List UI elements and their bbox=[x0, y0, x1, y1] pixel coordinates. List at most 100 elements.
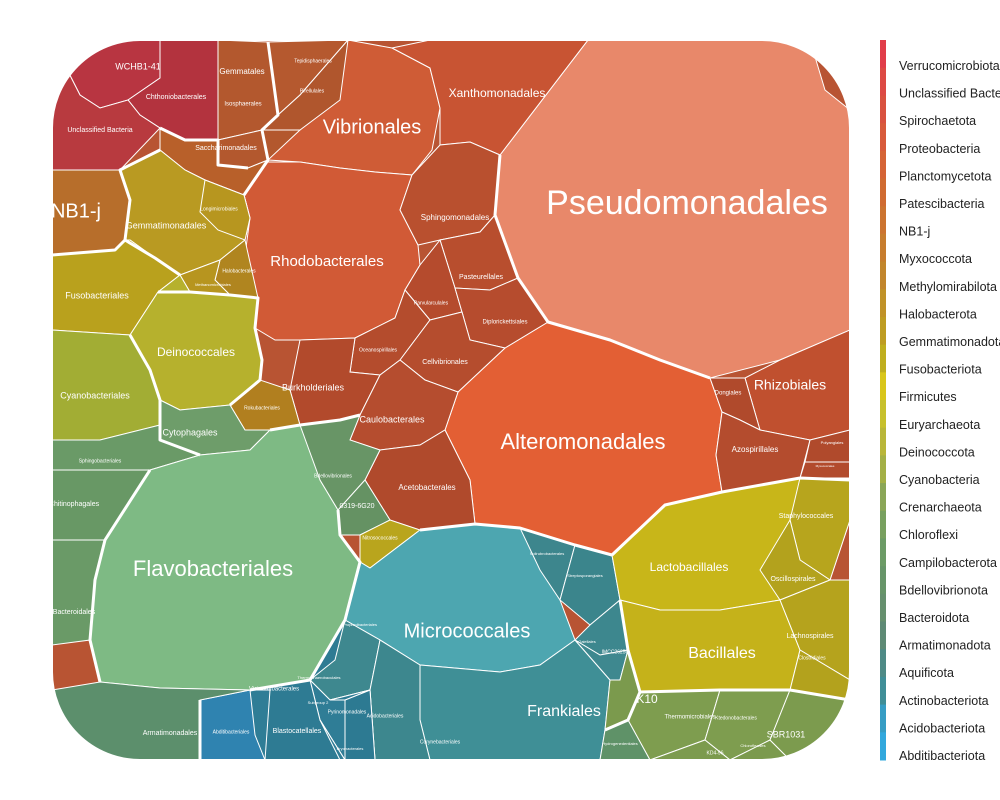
legend-swatch-methylomirabilota bbox=[880, 261, 886, 290]
legend-swatch-bdellovibrionota bbox=[880, 566, 886, 595]
cell-label-longimicrobiales: Longimicrobiales bbox=[200, 206, 238, 212]
cell-label-kd4-96: KD4-96 bbox=[707, 750, 724, 756]
cell-label-cytophagales: Cytophagales bbox=[162, 427, 218, 437]
cell-label-gemmatimonadales: Gemmatimonadales bbox=[126, 220, 207, 230]
legend-swatch-abditibacteriota bbox=[880, 732, 886, 761]
cell-label-isosphaerales: Isosphaerales bbox=[224, 102, 261, 108]
cell-label-flavobacteriales: Flavobacteriales bbox=[133, 556, 293, 581]
group-border-13 bbox=[493, 154, 711, 380]
group-border-3 bbox=[52, 238, 181, 277]
cell-azospirillales bbox=[715, 411, 811, 493]
cell-label-cyanobacteriales: Cyanobacteriales bbox=[60, 390, 130, 400]
cell-bryobacterales bbox=[319, 719, 346, 760]
cell-label-gaiellales: Gaiellales bbox=[578, 639, 596, 644]
treemap-cells bbox=[52, 40, 850, 760]
legend-swatch-firmicutes bbox=[880, 372, 886, 401]
cell-rhodobacterales bbox=[243, 161, 421, 341]
legend-label-unclassified-bacteria: Unclassified Bacteria bbox=[899, 87, 1000, 101]
cell-label-pseudomonadales: Pseudomonadales bbox=[546, 184, 828, 222]
legend-swatch-armatimonadota bbox=[880, 621, 886, 650]
legend-swatch-proteobacteria bbox=[880, 123, 886, 152]
legend-swatch-cyanobacteria bbox=[880, 455, 886, 484]
cell-label-bacteroidales: Bacteroidales bbox=[53, 609, 96, 616]
cell-label-saccharimonadales: Saccharimonadales bbox=[195, 145, 257, 152]
cell-label-propionibacteriales: Propionibacteriales bbox=[343, 622, 377, 627]
legend-label-deinococcota: Deinococcota bbox=[899, 445, 975, 459]
cell-label-bryobacterales: Bryobacterales bbox=[337, 746, 364, 751]
legend-swatch-bacteroidota bbox=[880, 593, 886, 623]
legend-swatch-acidobacteriota bbox=[880, 704, 886, 733]
cell-label-dongiales: Dongiales bbox=[715, 391, 742, 397]
cell-label-fusobacteriales: Fusobacteriales bbox=[65, 290, 129, 300]
legend-swatch-verrucomicrobiota bbox=[880, 40, 886, 69]
group-border-11 bbox=[639, 688, 850, 702]
cell-label-sphingobacteriales: Sphingobacteriales bbox=[79, 458, 122, 464]
cell-label-deinococcales: Deinococcales bbox=[157, 345, 235, 359]
legend-swatch-planctomycetota bbox=[880, 150, 886, 179]
legend-swatch-unclassified-bacteria bbox=[880, 67, 886, 96]
cell-label-azospirillales: Azospirillales bbox=[732, 445, 779, 454]
cell-label-xanthomonadales: Xanthomonadales bbox=[449, 86, 546, 100]
group-border-7 bbox=[249, 509, 362, 692]
cell-label-imcc26256: IMCC26256 bbox=[602, 649, 629, 655]
cell-label-alteromonadales: Alteromonadales bbox=[500, 429, 665, 454]
cell-label-armatimonadales: Armatimonadales bbox=[143, 730, 198, 737]
legend-label-actinobacteriota: Actinobacteriota bbox=[899, 694, 989, 708]
legend-swatch-halobacterota bbox=[880, 289, 886, 318]
cell-label-clostridiales: Clostridiales bbox=[798, 655, 826, 661]
legend-label-planctomycetota: Planctomycetota bbox=[899, 169, 991, 183]
legend-swatch-myxococcota bbox=[880, 233, 886, 263]
legend-swatch-nb1-j bbox=[880, 206, 886, 235]
legend-label-firmicutes: Firmicutes bbox=[899, 390, 957, 404]
legend-label-aquificota: Aquificota bbox=[899, 666, 954, 680]
cell-label-gemmatales: Gemmatales bbox=[219, 67, 264, 76]
cell-label-subgroup-2: Subgroup 2 bbox=[308, 700, 329, 705]
cell-label-caulobacterales: Caulobacterales bbox=[359, 414, 425, 424]
legend-swatch-patescibacteria bbox=[880, 178, 886, 207]
cell-label-rhodobacterales: Rhodobacterales bbox=[270, 253, 383, 270]
group-border-5 bbox=[158, 290, 264, 407]
cell-clostridiales bbox=[789, 649, 850, 701]
legend-swatch-chloroflexi bbox=[880, 510, 886, 539]
cell-label-pyrinomonadales: Pyrinomonadales bbox=[328, 709, 367, 715]
legend-swatch-crenarchaeota bbox=[880, 483, 886, 512]
cell-label-ktedonobacterales: Ktedonobacterales bbox=[715, 715, 757, 721]
legend-label-patescibacteria: Patescibacteria bbox=[899, 197, 985, 211]
cell-label-frankiales: Frankiales bbox=[527, 703, 601, 720]
legend-label-abditibacteriota: Abditibacteriota bbox=[899, 749, 985, 763]
cell-label-parvularculales: Parvularculales bbox=[414, 300, 449, 306]
legend-label-proteobacteria: Proteobacteria bbox=[899, 142, 980, 156]
legend-label-methylomirabilota: Methylomirabilota bbox=[899, 280, 997, 294]
group-border-9 bbox=[610, 476, 850, 557]
legend-swatch-aquificota bbox=[880, 649, 886, 678]
cell-lachnospirales bbox=[779, 579, 850, 681]
cell-polyangiales bbox=[804, 429, 850, 463]
cell-label-bdellovibrionales: Bdellovibrionales bbox=[314, 473, 352, 479]
cell-label-abditibacteriales: Abditibacteriales bbox=[213, 729, 250, 735]
cell-label-diplorickettsiales: Diplorickettsiales bbox=[482, 320, 527, 326]
cell-label-streptosporangiales: Streptosporangiales bbox=[567, 573, 603, 578]
cell-label-0319-6g20: 0319-6G20 bbox=[339, 503, 374, 510]
cell-label-pasteurellales: Pasteurellales bbox=[459, 274, 503, 281]
cell-label-staphylococcales: Staphylococcales bbox=[779, 513, 834, 520]
cell-label-cellvibrionales: Cellvibrionales bbox=[422, 359, 468, 366]
group-border-0 bbox=[242, 41, 280, 196]
legend-swatch-euryarchaeota bbox=[880, 400, 886, 429]
cell-label-unclassified-bacteria: Unclassified Bacteria bbox=[67, 127, 132, 134]
legend-label-bdellovibrionota: Bdellovibrionota bbox=[899, 583, 988, 597]
group-border-14 bbox=[88, 469, 152, 683]
cell-label-vibrionales: Vibrionales bbox=[323, 116, 422, 138]
legend: Verrucomicrobiota Unclassified Bacteria Sp… bbox=[880, 40, 1000, 763]
legend-label-gemmatimonadota: Gemmatimonadota bbox=[899, 335, 1000, 349]
cell-label-chitinophagales: Chitinophagales bbox=[49, 501, 100, 508]
cell-label-hydrogenedentiales: Hydrogenedentiales bbox=[602, 741, 638, 746]
cell-label-sbr1031: SBR1031 bbox=[767, 729, 806, 739]
cell-label-chthoniobacterales: Chthoniobacterales bbox=[146, 94, 207, 101]
cell-label-lactobacillales: Lactobacillales bbox=[650, 560, 729, 574]
cell-label-burkholderiales: Burkholderiales bbox=[282, 382, 345, 392]
cell-label-nitrosococcales: Nitrosococcales bbox=[362, 535, 398, 541]
cell-label-corynebacteriales: Corynebacteriales bbox=[420, 739, 461, 745]
legend-label-nb1-j: NB1-j bbox=[899, 225, 930, 239]
group-border-2 bbox=[118, 148, 161, 241]
